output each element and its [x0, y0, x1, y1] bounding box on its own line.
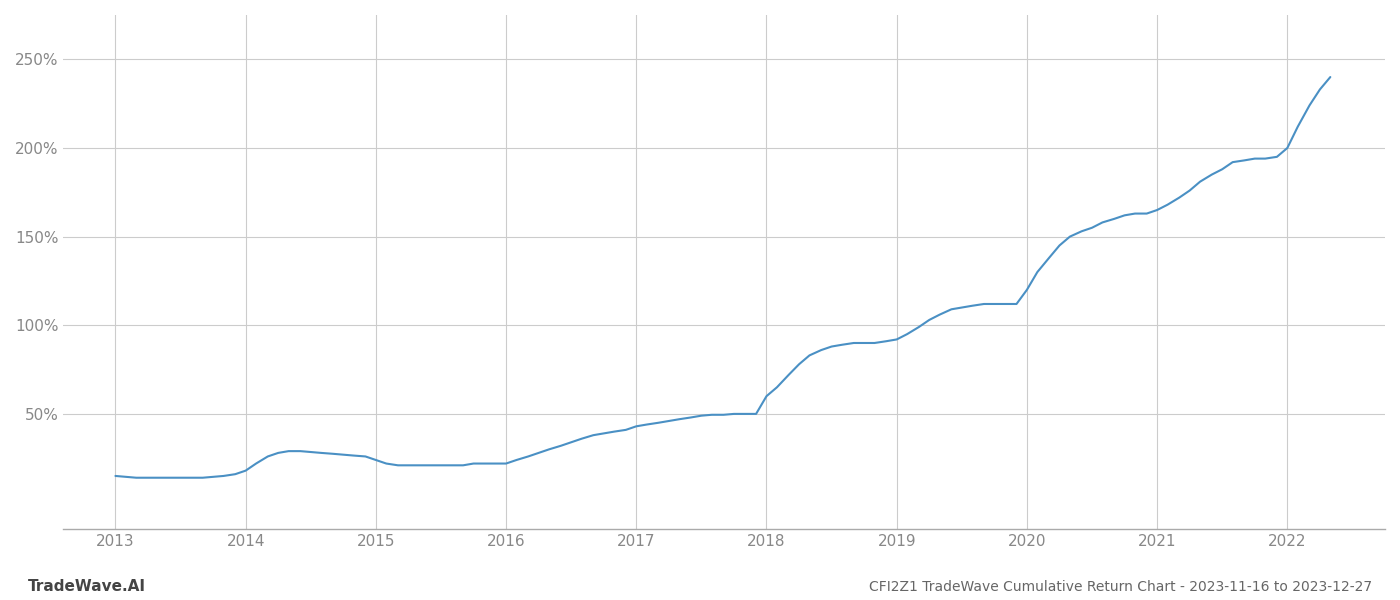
Text: CFI2Z1 TradeWave Cumulative Return Chart - 2023-11-16 to 2023-12-27: CFI2Z1 TradeWave Cumulative Return Chart…: [869, 580, 1372, 594]
Text: TradeWave.AI: TradeWave.AI: [28, 579, 146, 594]
